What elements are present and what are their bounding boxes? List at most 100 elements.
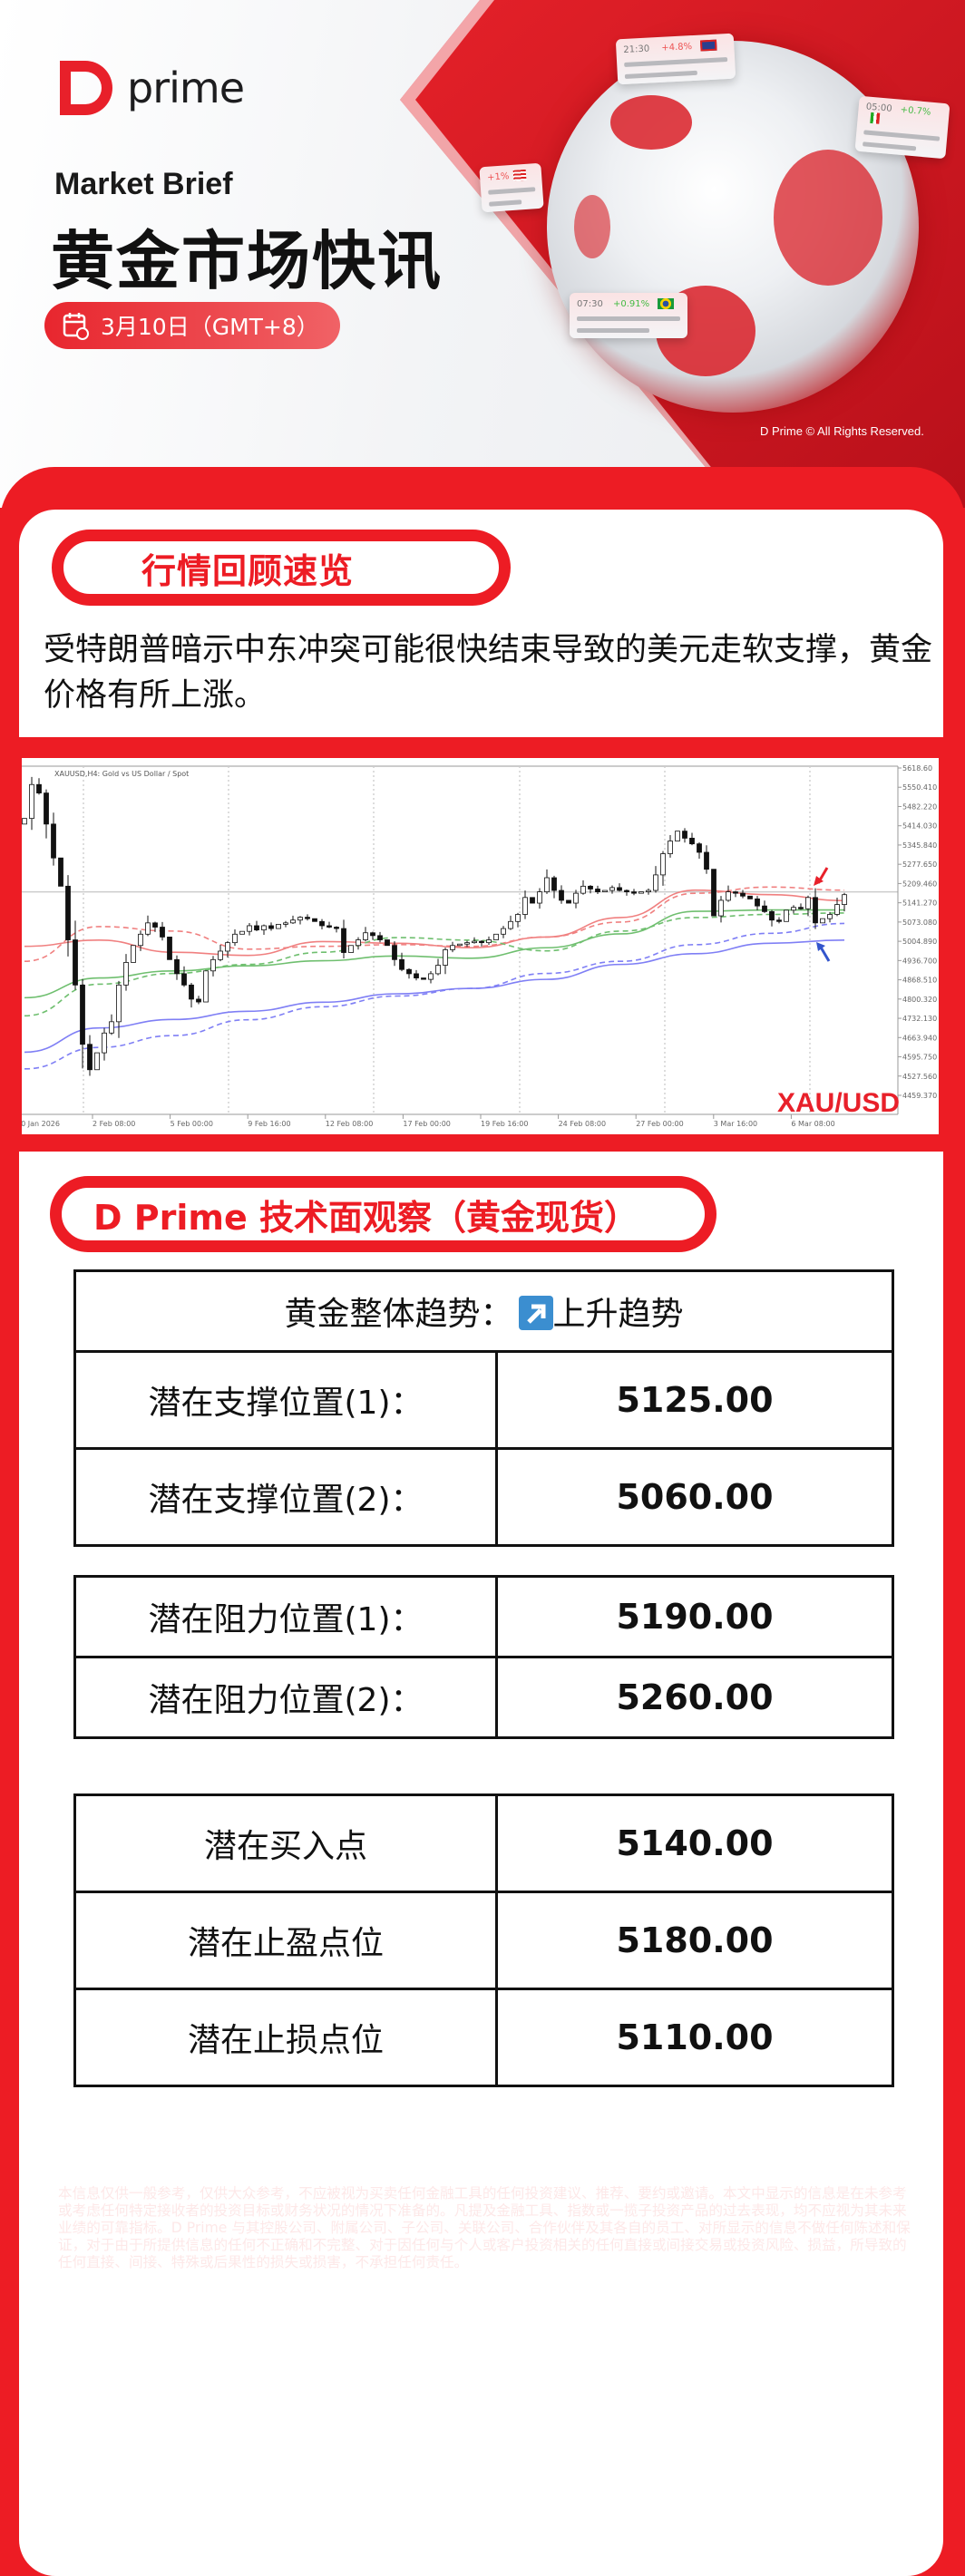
candle-body [602,889,608,892]
candle-body [414,973,419,978]
date-badge: 3月10日（GMT+8） [44,302,340,349]
candle-body [348,945,354,953]
table-row: 潜在支撑位置(1)： 5125.00 [73,1350,894,1450]
price-tick-label: 5004.890 [902,938,937,946]
candle-body [22,818,27,825]
candle-body [276,923,281,929]
table-row: 潜在买入点 5140.00 [73,1793,894,1893]
price-tick-label: 5482.220 [902,802,937,811]
candle-body [617,887,622,891]
candle-body [102,1032,107,1054]
calendar-icon [63,313,89,340]
content-panel: 行情回顾速览 受特朗普暗示中东冲突可能很快结束导致的美元走软支撑，黄金价格有所上… [0,467,965,2576]
candle-body [638,891,644,894]
candle-body [501,928,506,935]
price-tick-label: 5618.60 [902,764,932,773]
candle-body [232,933,238,944]
candle-body [530,897,535,904]
time-tick-label: 9 Feb 16:00 [248,1120,290,1128]
row-value: 5125.00 [495,1350,894,1450]
time-tick-label: 24 Feb 08:00 [559,1120,606,1128]
candle-body [356,939,361,947]
support-table: 黄金整体趋势： 上升趋势 潜在支撑位置(1)： 5125.00 潜在支撑位置(2)：… [73,1269,894,1547]
candle-body [682,831,687,839]
candle-body [747,895,753,899]
card-time: 07:30 [577,299,603,309]
review-text: 受特朗普暗示中东冲突可能很快结束导致的美元走软支撑，黄金价格有所上涨。 [44,632,933,714]
price-tick-label: 5414.030 [902,822,937,831]
candle-body [464,942,470,945]
row-value: 5180.00 [495,1891,894,1990]
table-row: 潜在支撑位置(2)： 5060.00 [73,1447,894,1547]
price-tick-label: 4527.560 [902,1073,937,1081]
candle-body [834,904,840,915]
candle-body [762,905,767,912]
resistance-table: 潜在阻力位置(1)： 5190.00 潜在阻力位置(2)： 5260.00 [73,1575,894,1739]
candle-body [842,894,847,905]
heading-text: D Prime 技术面观察（黄金现货） [93,1197,638,1238]
row-label: 潜在止盈点位 [73,1891,498,1990]
globe-illustration [547,41,919,413]
candle-body [261,925,267,931]
time-tick-label: 27 Feb 00:00 [636,1120,683,1128]
candle-body [44,792,49,825]
candle-body [827,914,833,919]
candle-body [675,831,680,841]
row-value: 5140.00 [495,1793,894,1893]
price-tick-label: 4595.750 [902,1054,937,1062]
candle-body [131,945,136,963]
candle-body [290,919,296,924]
price-tick-label: 4459.370 [902,1092,937,1100]
candle-body [167,937,172,960]
card-time: 21:30 [623,44,650,55]
arrow-up-right-icon [518,1296,553,1330]
table-row: 潜在止损点位 5110.00 [73,1988,894,2087]
floating-card: 05:00 +0.7% [854,95,950,160]
row-value: 5190.00 [495,1575,894,1658]
moving-average-line [24,909,844,999]
candle-body [609,887,615,891]
price-tick-label: 5073.080 [902,919,937,927]
candle-body [363,932,368,940]
table-row: 潜在阻力位置(1)： 5190.00 [73,1575,894,1658]
candle-body [58,857,63,887]
price-tick-label: 5209.460 [902,880,937,888]
candle-body [733,891,738,894]
row-label: 潜在阻力位置(1)： [73,1575,498,1658]
technical-analysis-card: D Prime 技术面观察（黄金现货） 黄金整体趋势： 上升趋势 潜在支撑位置(1… [19,1152,943,2576]
candle-body [508,920,513,929]
candle-body [544,877,550,892]
row-label: 潜在支撑位置(2)： [73,1447,498,1547]
candle-body [624,889,629,892]
price-tick-label: 5277.650 [902,860,937,869]
candle-body [791,907,796,911]
candle-body [668,841,673,854]
candle-body [305,917,310,919]
disclaimer-title: 免责声明 [58,2163,120,2181]
candle-body [377,935,383,940]
candle-body [116,984,122,1023]
candle-body [203,970,209,1003]
candle-body [559,889,564,901]
subtitle: Market Brief [54,167,233,201]
time-tick-label: 30 Jan 2026 [22,1120,60,1128]
candle-body [479,940,484,944]
blue-arrow-head [816,942,825,951]
candle-body [515,914,521,922]
time-tick-label: 19 Feb 16:00 [481,1120,528,1128]
trade-levels-table: 潜在买入点 5140.00 潜在止盈点位 5180.00 潜在止损点位 5110.00 [73,1793,894,2087]
candle-body [370,932,375,937]
candle-body [152,922,158,928]
time-tick-label: 3 Mar 16:00 [714,1120,757,1128]
chart-watermark: XAU/USD [777,1088,900,1118]
candle-body [80,984,85,1045]
candle-body [225,942,230,952]
candle-body [138,933,143,947]
price-chart: 5618.60 5550.410 5482.220 5414.030 5345.840 5… [16,758,939,1134]
candle-body [51,823,56,859]
candle-body [646,889,651,892]
price-tick-label: 5550.410 [902,783,937,792]
trend-value: 上升趋势 [552,1296,684,1333]
candle-body [813,897,818,924]
card-change: +0.7% [900,104,931,118]
